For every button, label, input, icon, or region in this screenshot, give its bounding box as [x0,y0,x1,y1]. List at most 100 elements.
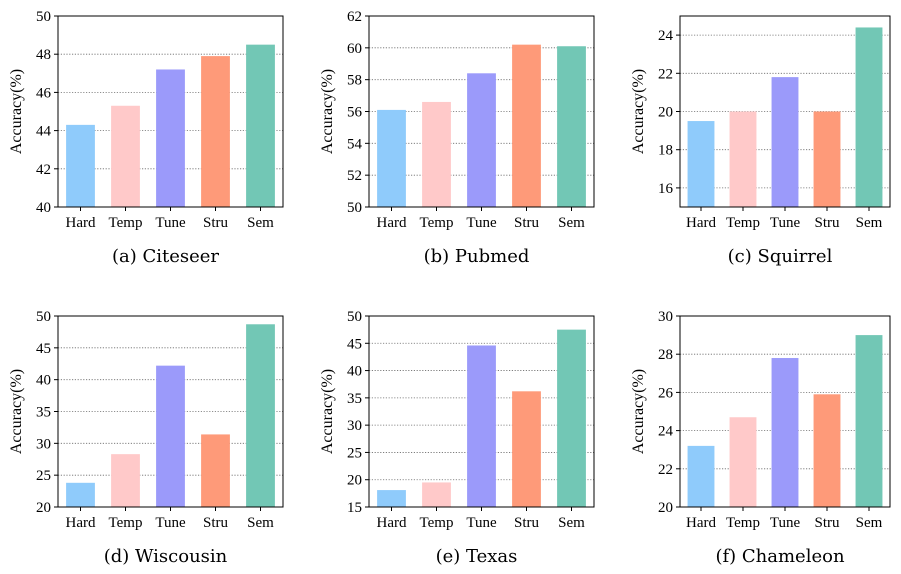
y-tick-label: 45 [347,336,362,352]
bar-sem [246,324,275,507]
bar-tune [156,69,185,207]
bar-tune [156,366,185,507]
y-tick-label: 40 [347,364,362,380]
x-tick-label: Hard [377,215,407,231]
chart-panel: 40 42 44 46 48 50 Hard Temp Tune Stru Sem Accuracy(… [8,9,283,267]
bar-sem [557,46,586,207]
y-tick-label: 44 [36,124,52,140]
bar-sem [557,330,586,507]
bar-hard [688,446,715,507]
subfigure-caption: (b) Pubmed [424,246,530,267]
bar-hard [66,125,95,207]
subfigure-caption: (c) Squirrel [728,246,833,267]
y-axis-label: Accuracy(%) [630,369,647,454]
y-tick-label: 22 [658,462,673,478]
bar-sem [856,335,883,507]
y-tick-label: 35 [36,405,51,421]
x-tick-label: Temp [109,515,143,531]
y-tick-label: 50 [36,9,51,25]
x-tick-label: Stru [814,515,840,531]
x-tick-label: Tune [466,515,497,531]
x-tick-label: Sem [558,215,585,231]
chart-panel: 15 20 25 30 35 40 45 50 Hard Temp Tune Stru Sem Accur… [319,309,594,567]
x-tick-label: Stru [514,215,540,231]
x-tick-label: Sem [856,515,883,531]
y-tick-label: 48 [36,47,51,63]
bar-temp [111,454,140,507]
y-tick-label: 25 [36,468,51,484]
y-tick-label: 40 [36,373,51,389]
x-tick-label: Stru [814,215,840,231]
bar-hard [66,483,95,507]
y-tick-label: 24 [658,28,674,44]
bar-hard [688,121,715,207]
x-tick-label: Hard [686,515,716,531]
y-tick-label: 26 [658,385,674,401]
subfigure-caption: (e) Texas [436,546,518,567]
y-tick-label: 46 [36,85,52,101]
y-axis-label: Accuracy(%) [8,69,25,154]
y-tick-label: 30 [658,309,673,325]
y-tick-label: 45 [36,341,51,357]
x-tick-label: Tune [155,215,186,231]
y-tick-label: 52 [347,168,362,184]
bar-hard [377,490,406,507]
y-tick-label: 28 [658,347,673,363]
x-tick-label: Temp [726,515,760,531]
x-tick-label: Temp [420,515,454,531]
bar-stru [201,434,230,507]
x-tick-label: Tune [155,515,186,531]
x-tick-label: Tune [770,215,801,231]
y-axis-label: Accuracy(%) [630,69,647,154]
x-tick-label: Sem [247,215,274,231]
y-tick-label: 62 [347,9,362,25]
bar-sem [856,27,883,207]
x-tick-label: Tune [770,515,801,531]
x-tick-label: Hard [377,515,407,531]
y-tick-label: 50 [36,309,51,325]
y-tick-label: 35 [347,391,362,407]
subfigure-caption: (d) Wiscousin [104,546,228,567]
y-tick-label: 42 [36,162,51,178]
x-tick-label: Temp [420,215,454,231]
y-tick-label: 18 [658,143,673,159]
x-tick-label: Temp [109,215,143,231]
y-tick-label: 20 [347,473,362,489]
y-tick-label: 16 [658,181,674,197]
bar-tune [467,73,496,207]
y-tick-label: 60 [347,41,362,57]
bar-stru [814,394,841,507]
bar-stru [512,391,541,507]
x-tick-label: Stru [514,515,540,531]
y-tick-label: 50 [347,309,362,325]
y-tick-label: 40 [36,200,51,216]
bar-stru [201,56,230,207]
x-tick-label: Sem [856,215,883,231]
y-tick-label: 22 [658,66,673,82]
y-tick-label: 30 [347,418,362,434]
bar-tune [467,345,496,507]
chart-panel: 50 52 54 56 58 60 62 Hard Temp Tune Stru Sem Accurac… [319,9,594,267]
x-tick-label: Hard [66,215,96,231]
bar-temp [422,102,451,207]
y-tick-label: 58 [347,73,362,89]
y-tick-label: 30 [36,436,51,452]
x-tick-label: Hard [686,215,716,231]
x-tick-label: Temp [726,215,760,231]
bar-temp [111,106,140,207]
y-tick-label: 25 [347,445,362,461]
bar-temp [730,417,757,507]
subfigure-caption: (f) Chameleon [715,546,844,567]
bar-sem [246,45,275,207]
x-tick-label: Tune [466,215,497,231]
y-axis-label: Accuracy(%) [319,69,336,154]
y-tick-label: 24 [658,424,674,440]
x-tick-label: Sem [558,515,585,531]
bar-hard [377,110,406,207]
y-tick-label: 20 [36,500,51,516]
subfigure-caption: (a) Citeseer [112,246,219,267]
y-axis-label: Accuracy(%) [319,369,336,454]
x-tick-label: Hard [66,515,96,531]
chart-panel: 20 22 24 26 28 30 Hard Temp Tune Stru Sem Accuracy(… [630,309,890,567]
bar-temp [730,112,757,208]
